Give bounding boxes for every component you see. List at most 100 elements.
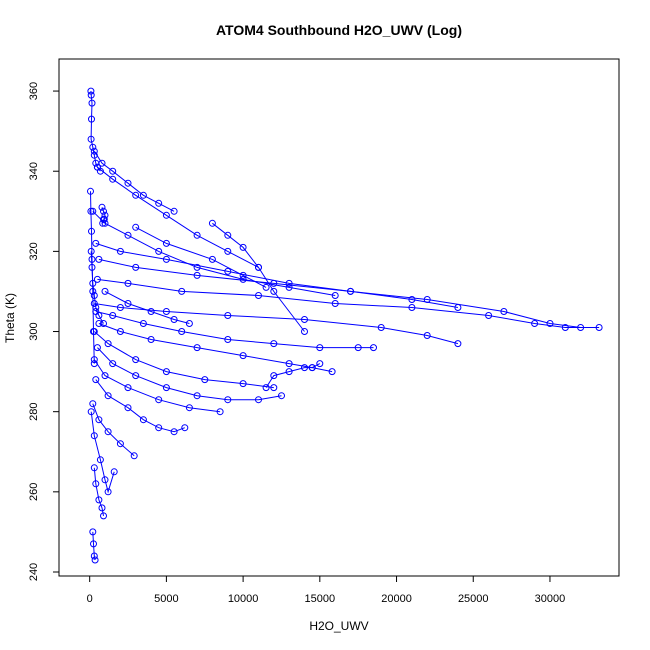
data-point	[87, 408, 95, 416]
series-17	[89, 528, 99, 564]
series-21	[101, 287, 193, 327]
data-point	[193, 271, 201, 279]
data-point	[109, 360, 117, 368]
series-13	[92, 376, 189, 436]
series-5	[95, 255, 585, 331]
series-line	[93, 359, 221, 413]
data-point	[98, 159, 106, 167]
data-point	[178, 328, 186, 335]
series-line	[92, 210, 336, 296]
data-point	[208, 219, 216, 227]
series-line	[92, 531, 96, 561]
data-point	[301, 364, 308, 372]
data-point	[162, 308, 170, 315]
data-point	[99, 219, 107, 227]
y-tick-label: 240	[28, 563, 40, 581]
data-point	[224, 336, 232, 343]
data-point	[170, 316, 178, 323]
data-point	[124, 279, 132, 287]
data-point	[262, 283, 270, 291]
data-point	[347, 287, 354, 295]
data-point	[109, 175, 117, 183]
data-point	[116, 247, 124, 255]
data-point	[354, 344, 362, 352]
data-point	[89, 143, 97, 151]
data-point	[87, 187, 94, 195]
data-point	[155, 199, 163, 207]
data-point	[331, 300, 339, 307]
data-point	[101, 476, 109, 484]
data-point	[170, 428, 178, 436]
y-tick-label: 320	[28, 242, 40, 260]
data-point	[285, 360, 293, 368]
y-tick-label: 260	[28, 483, 40, 501]
x-tick-label: 20000	[381, 593, 412, 605]
data-point	[92, 376, 100, 384]
data-point	[500, 308, 508, 315]
data-point	[104, 340, 112, 348]
data-point	[255, 292, 262, 299]
data-point	[91, 556, 99, 564]
data-point	[239, 380, 247, 388]
data-point	[301, 316, 308, 323]
data-point	[239, 352, 247, 360]
data-point	[285, 283, 293, 291]
data-point	[109, 312, 117, 319]
data-point	[87, 247, 95, 255]
series-14	[89, 400, 138, 460]
data-point	[95, 496, 103, 504]
data-point	[90, 360, 98, 368]
data-point	[101, 219, 109, 227]
data-point	[132, 191, 140, 199]
series-line	[98, 323, 333, 373]
plot-layer	[87, 87, 603, 564]
data-point	[87, 135, 95, 143]
data-point	[285, 368, 293, 376]
data-point	[278, 392, 285, 400]
x-axis: 0 5000 10000 15000 20000 25000 30000	[87, 575, 565, 605]
series-line	[104, 290, 190, 324]
data-point	[270, 279, 278, 287]
data-point	[92, 239, 100, 247]
data-point	[87, 87, 95, 95]
data-point	[101, 372, 109, 380]
series-line	[94, 303, 459, 345]
data-point	[546, 320, 554, 327]
data-point	[208, 255, 216, 263]
data-point	[270, 287, 278, 295]
data-point	[162, 211, 170, 219]
x-tick-label: 5000	[154, 593, 178, 605]
data-point	[485, 312, 493, 319]
x-tick-label: 0	[87, 593, 93, 605]
x-tick-label: 15000	[305, 593, 336, 605]
data-point	[132, 263, 140, 271]
data-point	[104, 488, 112, 496]
data-point	[90, 540, 97, 548]
data-point	[139, 191, 147, 199]
data-point	[162, 368, 170, 376]
data-point	[90, 552, 98, 560]
data-point	[101, 211, 109, 219]
data-point	[193, 392, 201, 400]
data-point	[132, 356, 140, 364]
data-point	[116, 440, 124, 448]
data-point	[147, 336, 155, 343]
data-point	[255, 396, 262, 404]
series-11	[93, 344, 285, 404]
series-12	[90, 356, 224, 416]
data-point	[89, 528, 97, 536]
series-line	[93, 150, 175, 212]
series-7	[90, 300, 462, 348]
y-axis-label: Theta (K)	[3, 293, 17, 343]
y-tick-label: 340	[28, 162, 40, 180]
chart-title: ATOM4 Southbound H2O_UWV (Log)	[216, 22, 462, 38]
data-point	[408, 304, 416, 311]
data-point	[224, 267, 232, 275]
data-point	[124, 231, 132, 239]
data-point	[89, 287, 97, 295]
data-point	[110, 468, 118, 476]
data-point	[423, 332, 431, 339]
x-tick-label: 25000	[458, 593, 489, 605]
data-point	[193, 344, 201, 352]
